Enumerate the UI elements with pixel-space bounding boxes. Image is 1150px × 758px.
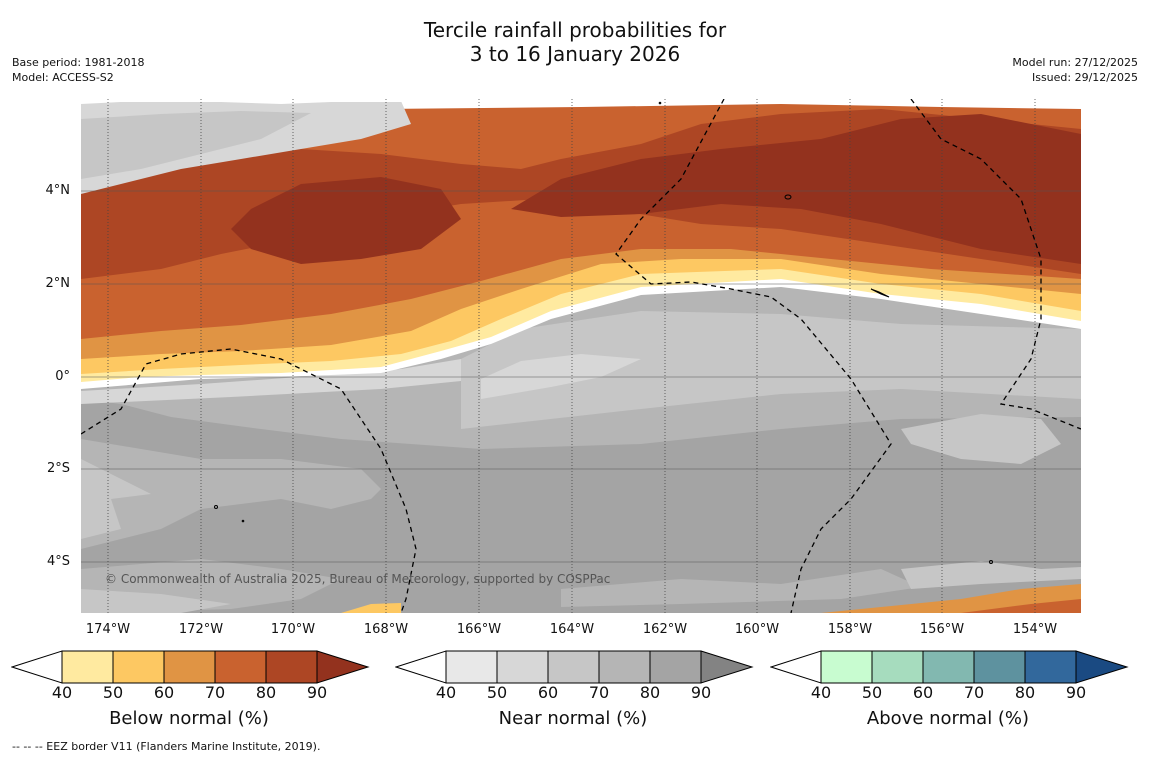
cb-below-tick: 70 — [204, 683, 226, 702]
colorbar-below-swatch-0 — [61, 650, 114, 684]
cb-near-tick: 70 — [588, 683, 610, 702]
copyright-notice: © Commonwealth of Australia 2025, Bureau… — [105, 572, 611, 586]
cb-near-tick: 80 — [639, 683, 661, 702]
colorbar-above-swatch-1 — [871, 650, 924, 684]
colorbar-near-swatch-3 — [598, 650, 651, 684]
region-near-60-sw — [81, 589, 231, 613]
colorbar-above-swatch-3 — [973, 650, 1026, 684]
colorbar-above — [770, 650, 1130, 684]
base-period: Base period: 1981-2018 — [12, 56, 145, 69]
lon-label-164w: 164°W — [549, 622, 595, 637]
probability-map[interactable]: © Commonwealth of Australia 2025, Bureau… — [81, 99, 1081, 613]
colorbar-below-swatches — [11, 650, 370, 684]
map-canvas — [81, 99, 1081, 613]
cb-above-tick: 80 — [1014, 683, 1036, 702]
region-near-60-nw — [81, 111, 311, 179]
region-below-90-west — [231, 177, 461, 264]
cb-near-tick: 90 — [690, 683, 712, 702]
lat-label-2s: 2°S — [46, 461, 70, 476]
cb-below-tick: 80 — [255, 683, 277, 702]
gridlines — [81, 190, 1081, 563]
region-near-60-central — [461, 311, 1081, 429]
lon-label-158w: 158°W — [827, 622, 873, 637]
colorbar-below-swatch-3 — [214, 650, 267, 684]
region-below-90-east — [511, 114, 1081, 264]
region-below-70-se — [961, 599, 1081, 613]
colorbar-above-swatches — [770, 650, 1129, 684]
colorbar-below-swatch-1 — [112, 650, 165, 684]
lon-label-170w: 170°W — [270, 622, 316, 637]
cb-above-tick: 50 — [861, 683, 883, 702]
colorbar-near-swatch-5 — [700, 650, 754, 684]
lat-label-4s: 4°S — [46, 554, 70, 569]
cb-above-tick: 60 — [912, 683, 934, 702]
eez-borders — [81, 99, 1081, 613]
lon-label-174w: 174°W — [85, 622, 131, 637]
colorbar-above-swatch-0 — [820, 650, 873, 684]
colorbar-above-title: Above normal (%) — [866, 708, 1030, 729]
region-top-edge — [81, 99, 1081, 102]
meta-right: Model run: 27/12/2025 Issued: 29/12/2025 — [1012, 55, 1138, 85]
colorbar-below-swatch-2 — [163, 650, 216, 684]
region-near-60-east — [901, 414, 1061, 464]
cb-above-tick: 40 — [810, 683, 832, 702]
meta-left: Base period: 1981-2018 Model: ACCESS-S2 — [12, 55, 144, 85]
colorbar-below-swatch-4 — [265, 650, 318, 684]
cb-above-tick: 90 — [1065, 683, 1087, 702]
region-below-60-se — [821, 584, 1081, 613]
colorbar-near-title: Near normal (%) — [498, 708, 648, 729]
region-near-50-equator — [81, 359, 461, 404]
cb-below-tick: 40 — [51, 683, 73, 702]
lon-label-168w: 168°W — [363, 622, 409, 637]
colorbar-near-swatch-1 — [496, 650, 549, 684]
colorbar-near-swatches — [395, 650, 754, 684]
lon-label-160w: 160°W — [734, 622, 780, 637]
colorbar-below-swatch-5 — [316, 650, 370, 684]
colorbar-below — [11, 650, 371, 684]
region-near-60-south — [81, 459, 151, 539]
colorbar-above-swatch-4 — [1024, 650, 1077, 684]
region-below-50-sw — [341, 603, 401, 613]
islands — [214, 101, 993, 564]
colorbar-below-title: Below normal (%) — [109, 708, 269, 729]
colorbar-near-swatch-0 — [445, 650, 498, 684]
lon-label-166w: 166°W — [456, 622, 502, 637]
colorbar-near-swatch-4 — [649, 650, 702, 684]
lat-label-4n: 4°N — [45, 183, 71, 198]
cb-below-tick: 90 — [306, 683, 328, 702]
title-line-1: Tercile rainfall probabilities for — [423, 18, 727, 42]
lon-label-162w: 162°W — [642, 622, 688, 637]
region-near-50-central — [481, 354, 641, 399]
cb-above-tick: 70 — [963, 683, 985, 702]
cb-below-tick: 50 — [102, 683, 124, 702]
lon-label-154w: 154°W — [1012, 622, 1058, 637]
eez-legend-note: -- -- -- EEZ border V11 (Flanders Marine… — [12, 740, 321, 753]
model-name: Model: ACCESS-S2 — [12, 71, 114, 84]
colorbar-near-swatch-2 — [547, 650, 600, 684]
lon-label-156w: 156°W — [919, 622, 965, 637]
colorbar-near — [395, 650, 755, 684]
region-near-60-se — [901, 561, 1081, 589]
colorbar-above-swatch-5 — [1075, 650, 1129, 684]
region-near-70-south — [81, 439, 381, 549]
region-near-70-se — [561, 569, 921, 607]
lon-label-172w: 172°W — [178, 622, 224, 637]
cb-near-tick: 60 — [537, 683, 559, 702]
lat-label-0: 0° — [55, 369, 70, 384]
chart-title: Tercile rainfall probabilities for 3 to … — [0, 18, 1150, 66]
model-run: Model run: 27/12/2025 — [1012, 56, 1138, 69]
cb-near-tick: 50 — [486, 683, 508, 702]
cb-near-tick: 40 — [435, 683, 457, 702]
lat-label-2n: 2°N — [45, 276, 71, 291]
colorbar-above-swatch-2 — [922, 650, 975, 684]
cb-below-tick: 60 — [153, 683, 175, 702]
issued-date: Issued: 29/12/2025 — [1031, 71, 1138, 84]
title-line-2: 3 to 16 January 2026 — [469, 42, 681, 66]
